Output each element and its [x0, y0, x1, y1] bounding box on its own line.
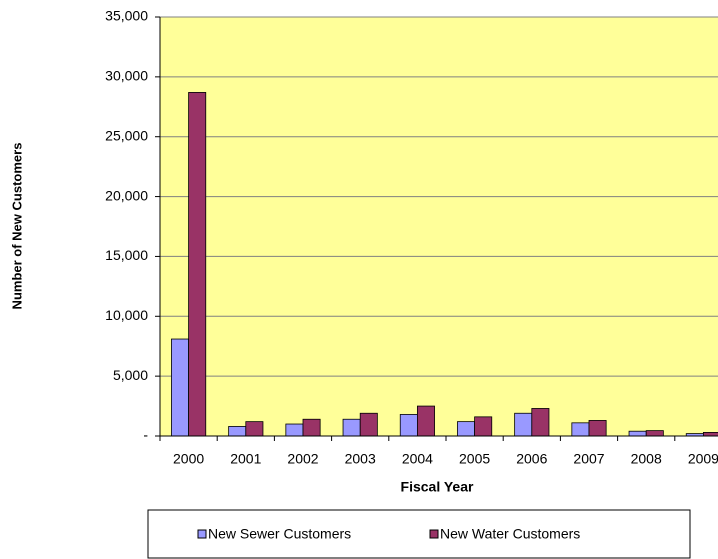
bar	[457, 421, 476, 437]
legend-label: New Sewer Customers	[208, 526, 351, 542]
x-tick-label: 2003	[345, 451, 376, 467]
y-tick-label: -	[143, 427, 148, 443]
bar	[188, 92, 207, 437]
bar	[514, 412, 533, 437]
bar	[171, 338, 190, 437]
bar	[302, 418, 321, 437]
bar	[588, 420, 607, 437]
legend-label: New Water Customers	[440, 526, 580, 542]
y-tick-label: 25,000	[105, 127, 148, 143]
x-tick-label: 2007	[573, 451, 604, 467]
plot-area	[159, 16, 718, 437]
x-tick-label: 2000	[173, 451, 204, 467]
bar	[645, 430, 664, 437]
bar	[531, 408, 550, 437]
x-axis-title: Fiscal Year	[401, 479, 474, 495]
bar	[703, 432, 718, 437]
bar	[399, 414, 418, 437]
bar	[245, 421, 264, 437]
bar	[285, 423, 304, 437]
bar	[571, 422, 590, 437]
x-tick-label: 2006	[516, 451, 547, 467]
legend-swatch	[429, 529, 439, 539]
x-tick-label: 2009	[688, 451, 718, 467]
y-tick-label: 5,000	[113, 367, 148, 383]
legend-swatch	[197, 529, 207, 539]
x-tick-label: 2008	[631, 451, 662, 467]
x-tick-label: 2001	[230, 451, 261, 467]
bar	[228, 426, 247, 437]
bar	[416, 405, 435, 437]
bar	[342, 418, 361, 437]
bar	[359, 412, 378, 437]
y-tick-label: 20,000	[105, 187, 148, 203]
y-tick-label: 10,000	[105, 307, 148, 323]
x-tick-label: 2004	[402, 451, 433, 467]
bar	[474, 416, 493, 437]
x-tick-label: 2005	[459, 451, 490, 467]
y-tick-label: 35,000	[105, 8, 148, 24]
legend-box	[147, 509, 691, 559]
y-axis-title: Number of New Customers	[9, 143, 24, 310]
bar	[628, 430, 647, 437]
x-tick-label: 2002	[287, 451, 318, 467]
y-tick-label: 30,000	[105, 68, 148, 84]
y-tick-label: 15,000	[105, 247, 148, 263]
